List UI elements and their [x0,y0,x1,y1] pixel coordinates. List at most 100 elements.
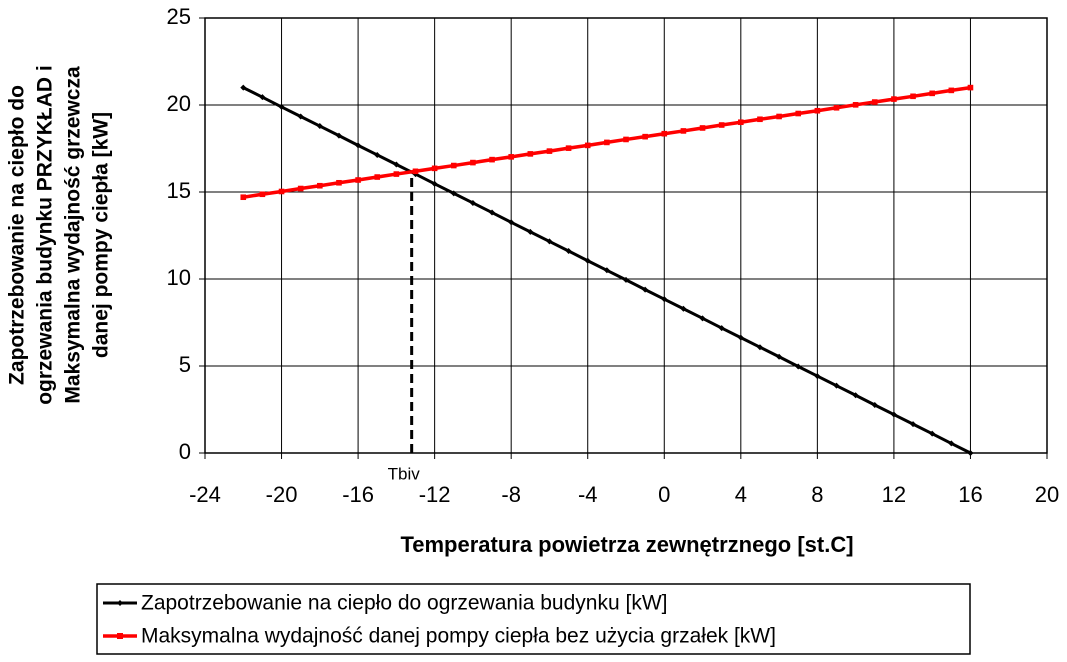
data-point [776,353,783,360]
data-point [891,96,897,102]
data-point [929,430,936,437]
data-point [929,90,935,97]
data-point [355,142,362,149]
data-point [948,440,955,447]
data-point [603,267,610,274]
x-tick-label: -16 [342,482,374,507]
data-point [871,401,878,408]
legend-marker [117,633,123,639]
y-tick-label: 10 [167,265,191,290]
data-point [278,103,285,110]
data-point [336,179,342,186]
data-point [584,142,591,149]
data-point [489,209,496,216]
y-axis-title: danej pompy ciepła [kW] [90,112,113,358]
data-point [833,382,840,389]
data-point [776,113,782,120]
data-point [316,123,323,130]
y-tick-label: 15 [167,178,191,203]
data-point [910,93,916,100]
x-tick-label: 8 [811,482,823,507]
data-point [259,191,266,198]
data-point [814,373,821,380]
data-point [527,151,534,157]
data-point [317,182,323,189]
legend-marker [117,600,123,606]
data-point [565,145,572,151]
data-point [795,363,802,370]
data-point [259,94,266,101]
data-point [680,305,687,312]
data-point [278,188,285,195]
data-point [756,344,763,351]
legend-label: Zapotrzebowanie na ciepło do ogrzewania … [141,592,667,615]
data-point [335,132,342,139]
legend-box [96,583,971,655]
x-tick-label: -12 [419,482,451,507]
data-point [699,125,706,131]
data-point [852,392,859,399]
data-point [355,177,361,183]
data-point [738,119,744,126]
plot-border [204,17,1048,454]
x-tick-label: 4 [735,482,747,507]
y-tick-label: 25 [167,4,191,29]
data-point [565,247,572,254]
data-point [297,113,304,120]
data-point [450,162,457,169]
data-point [546,148,553,154]
data-point [450,190,457,197]
data-point [584,257,591,264]
data-point [240,194,247,201]
data-point [508,219,515,226]
y-axis-title: Maksymalna wydajność grzewcza [62,66,85,404]
data-point [661,296,668,303]
data-point [431,165,438,172]
data-point [527,228,534,235]
y-axis-title: ogrzewania budynku PRZYKŁAD i [34,65,57,405]
data-point [852,102,859,108]
x-tick-label: 0 [658,482,670,507]
data-point [508,154,514,160]
data-point [623,276,629,283]
data-point [604,139,610,146]
x-tick-label: -8 [501,482,521,507]
data-point [374,151,381,158]
data-point [546,238,553,245]
data-point [737,334,744,341]
y-tick-label: 5 [179,352,191,377]
data-point [871,99,878,105]
x-tick-label: 12 [882,482,906,507]
x-tick-label: -24 [189,482,221,507]
data-point [489,156,495,163]
data-point [757,116,763,123]
data-point [374,174,381,180]
tbiv-label: Tbiv [388,464,421,483]
y-tick-label: 20 [167,91,191,116]
data-point [814,107,821,114]
data-point [833,104,840,111]
x-tick-label: -20 [266,482,298,507]
data-point [718,122,725,128]
data-point [948,87,955,94]
data-point [393,171,400,177]
data-point [623,136,629,143]
data-point [642,286,649,293]
data-point [412,168,419,175]
data-point [469,199,476,206]
data-point [240,84,247,91]
data-point [718,325,725,332]
data-point [431,180,438,187]
y-axis-title: Zapotrzebowanie na ciepło do [6,85,29,385]
x-axis-title: Temperatura powietrza zewnętrznego [st.C… [400,532,853,557]
data-point [661,130,668,137]
data-point [910,421,917,428]
data-point [470,159,476,166]
data-point [890,411,897,418]
data-point [680,128,687,134]
data-point [967,84,974,91]
data-point [967,450,974,456]
data-point [795,110,802,117]
